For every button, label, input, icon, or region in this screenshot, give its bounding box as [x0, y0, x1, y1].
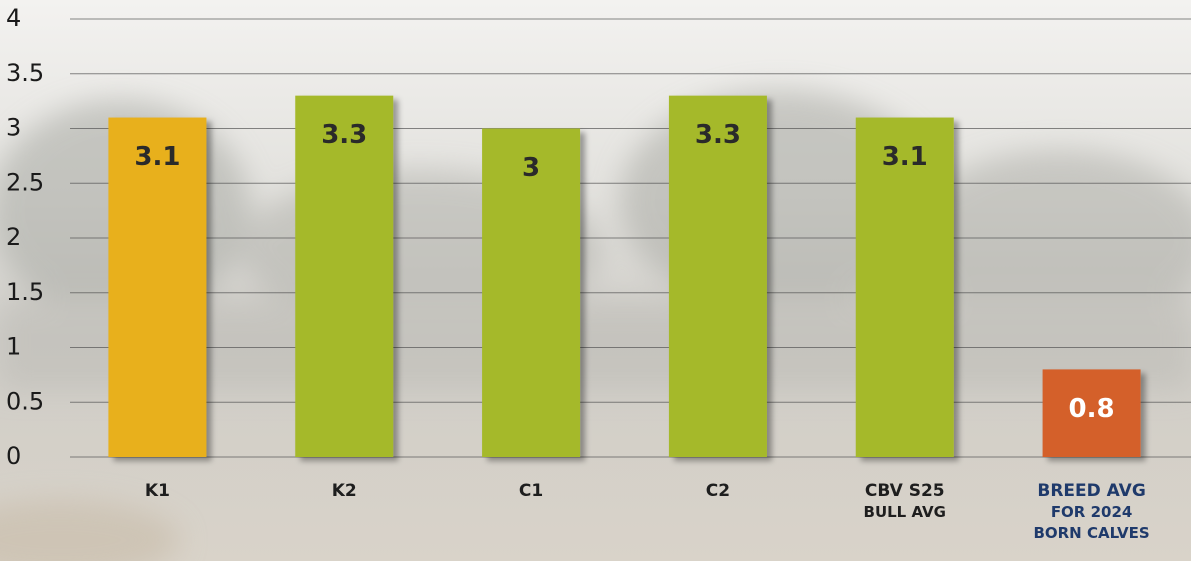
bar	[108, 117, 207, 458]
x-tick-label: BREED AVG FOR 2024 BORN CALVES	[1033, 481, 1149, 542]
bar	[482, 128, 581, 457]
x-tick-label: CBV S25 BULL AVG	[864, 481, 946, 521]
x-tick-label: C1	[519, 481, 543, 501]
value-label: 0.8	[1069, 394, 1115, 424]
value-label: 3.1	[134, 142, 180, 172]
y-tick-label: 2.5	[6, 168, 44, 196]
value-label: 3.1	[882, 142, 928, 172]
y-tick-label: 2	[6, 223, 21, 251]
x-tick-label: K2	[332, 481, 357, 501]
x-tick-label: C2	[706, 481, 730, 501]
y-tick-label: 0.5	[6, 387, 44, 415]
y-tick-label: 0	[6, 442, 21, 470]
bar	[855, 117, 954, 458]
y-tick-label: 1	[6, 333, 21, 361]
bar	[668, 95, 767, 458]
value-label: 3	[522, 153, 540, 183]
y-tick-label: 3	[6, 114, 21, 142]
bar	[1042, 369, 1141, 457]
x-tick-label: K1	[145, 481, 170, 501]
y-tick-label: 3.5	[6, 59, 44, 87]
y-tick-label: 1.5	[6, 278, 44, 306]
value-label: 3.3	[321, 120, 367, 150]
value-label: 3.3	[695, 120, 741, 150]
bar	[295, 95, 394, 458]
y-tick-label: 4	[6, 4, 21, 32]
